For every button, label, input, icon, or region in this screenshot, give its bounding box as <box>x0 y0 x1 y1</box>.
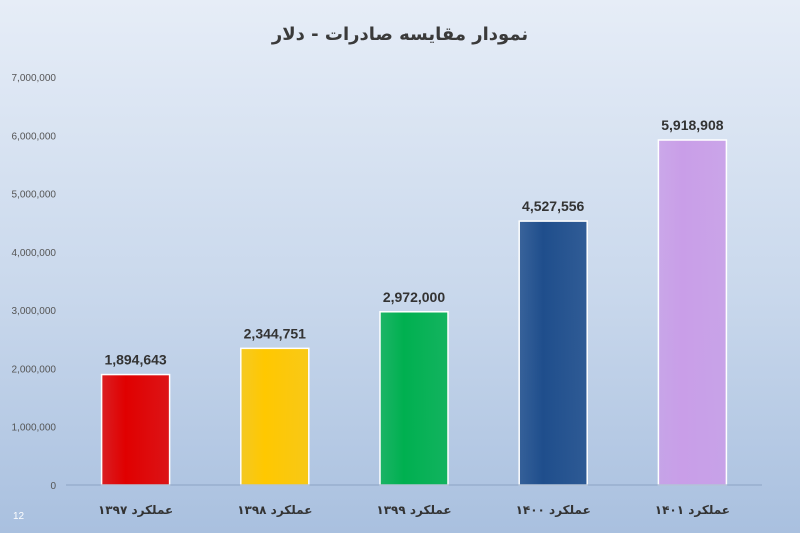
bar-value-label: 2,972,000 <box>383 289 445 305</box>
x-axis: عملکرد ۱۳۹۷ عملکرد ۱۳۹۸ عملکرد ۱۳۹۹ عملکرد … <box>66 484 762 517</box>
y-tick-label: 0 <box>50 481 56 492</box>
bar <box>240 347 310 486</box>
y-tick-label: 3,000,000 <box>12 306 57 317</box>
bar-value-label: 1,894,643 <box>104 352 166 368</box>
y-tick-label: 5,000,000 <box>12 190 57 201</box>
bar <box>100 373 171 486</box>
x-tick-label: عملکرد ۱۴۰۱ <box>655 503 730 517</box>
bar-value-label: 5,918,908 <box>661 117 723 133</box>
y-tick-label: 6,000,000 <box>12 131 57 142</box>
slide-number: 12 <box>13 511 25 522</box>
x-tick-label: عملکرد ۱۳۹۹ <box>376 503 451 517</box>
bar <box>379 311 449 486</box>
bar <box>657 139 728 486</box>
x-tick-label: عملکرد ۱۳۹۷ <box>98 503 173 517</box>
bar <box>518 220 588 486</box>
chart-title: نمودار مقایسه صادرات - دلار <box>271 24 529 45</box>
y-tick-label: 1,000,000 <box>12 423 57 434</box>
bar-value-label: 2,344,751 <box>244 325 306 341</box>
y-tick-label: 2,000,000 <box>12 364 57 375</box>
bar-value-label: 4,527,556 <box>522 198 584 214</box>
y-tick-label: 7,000,000 <box>12 73 57 84</box>
y-axis: 0 1,000,000 2,000,000 3,000,000 4,000,000 5,0… <box>12 73 57 492</box>
y-tick-label: 4,000,000 <box>12 248 57 259</box>
x-tick-label: عملکرد ۱۳۹۸ <box>237 503 312 517</box>
x-tick-label: عملکرد ۱۴۰۰ <box>516 503 591 517</box>
bars: 1,894,643 2,344,751 2,972,000 4,527,556 5,91… <box>100 117 728 486</box>
